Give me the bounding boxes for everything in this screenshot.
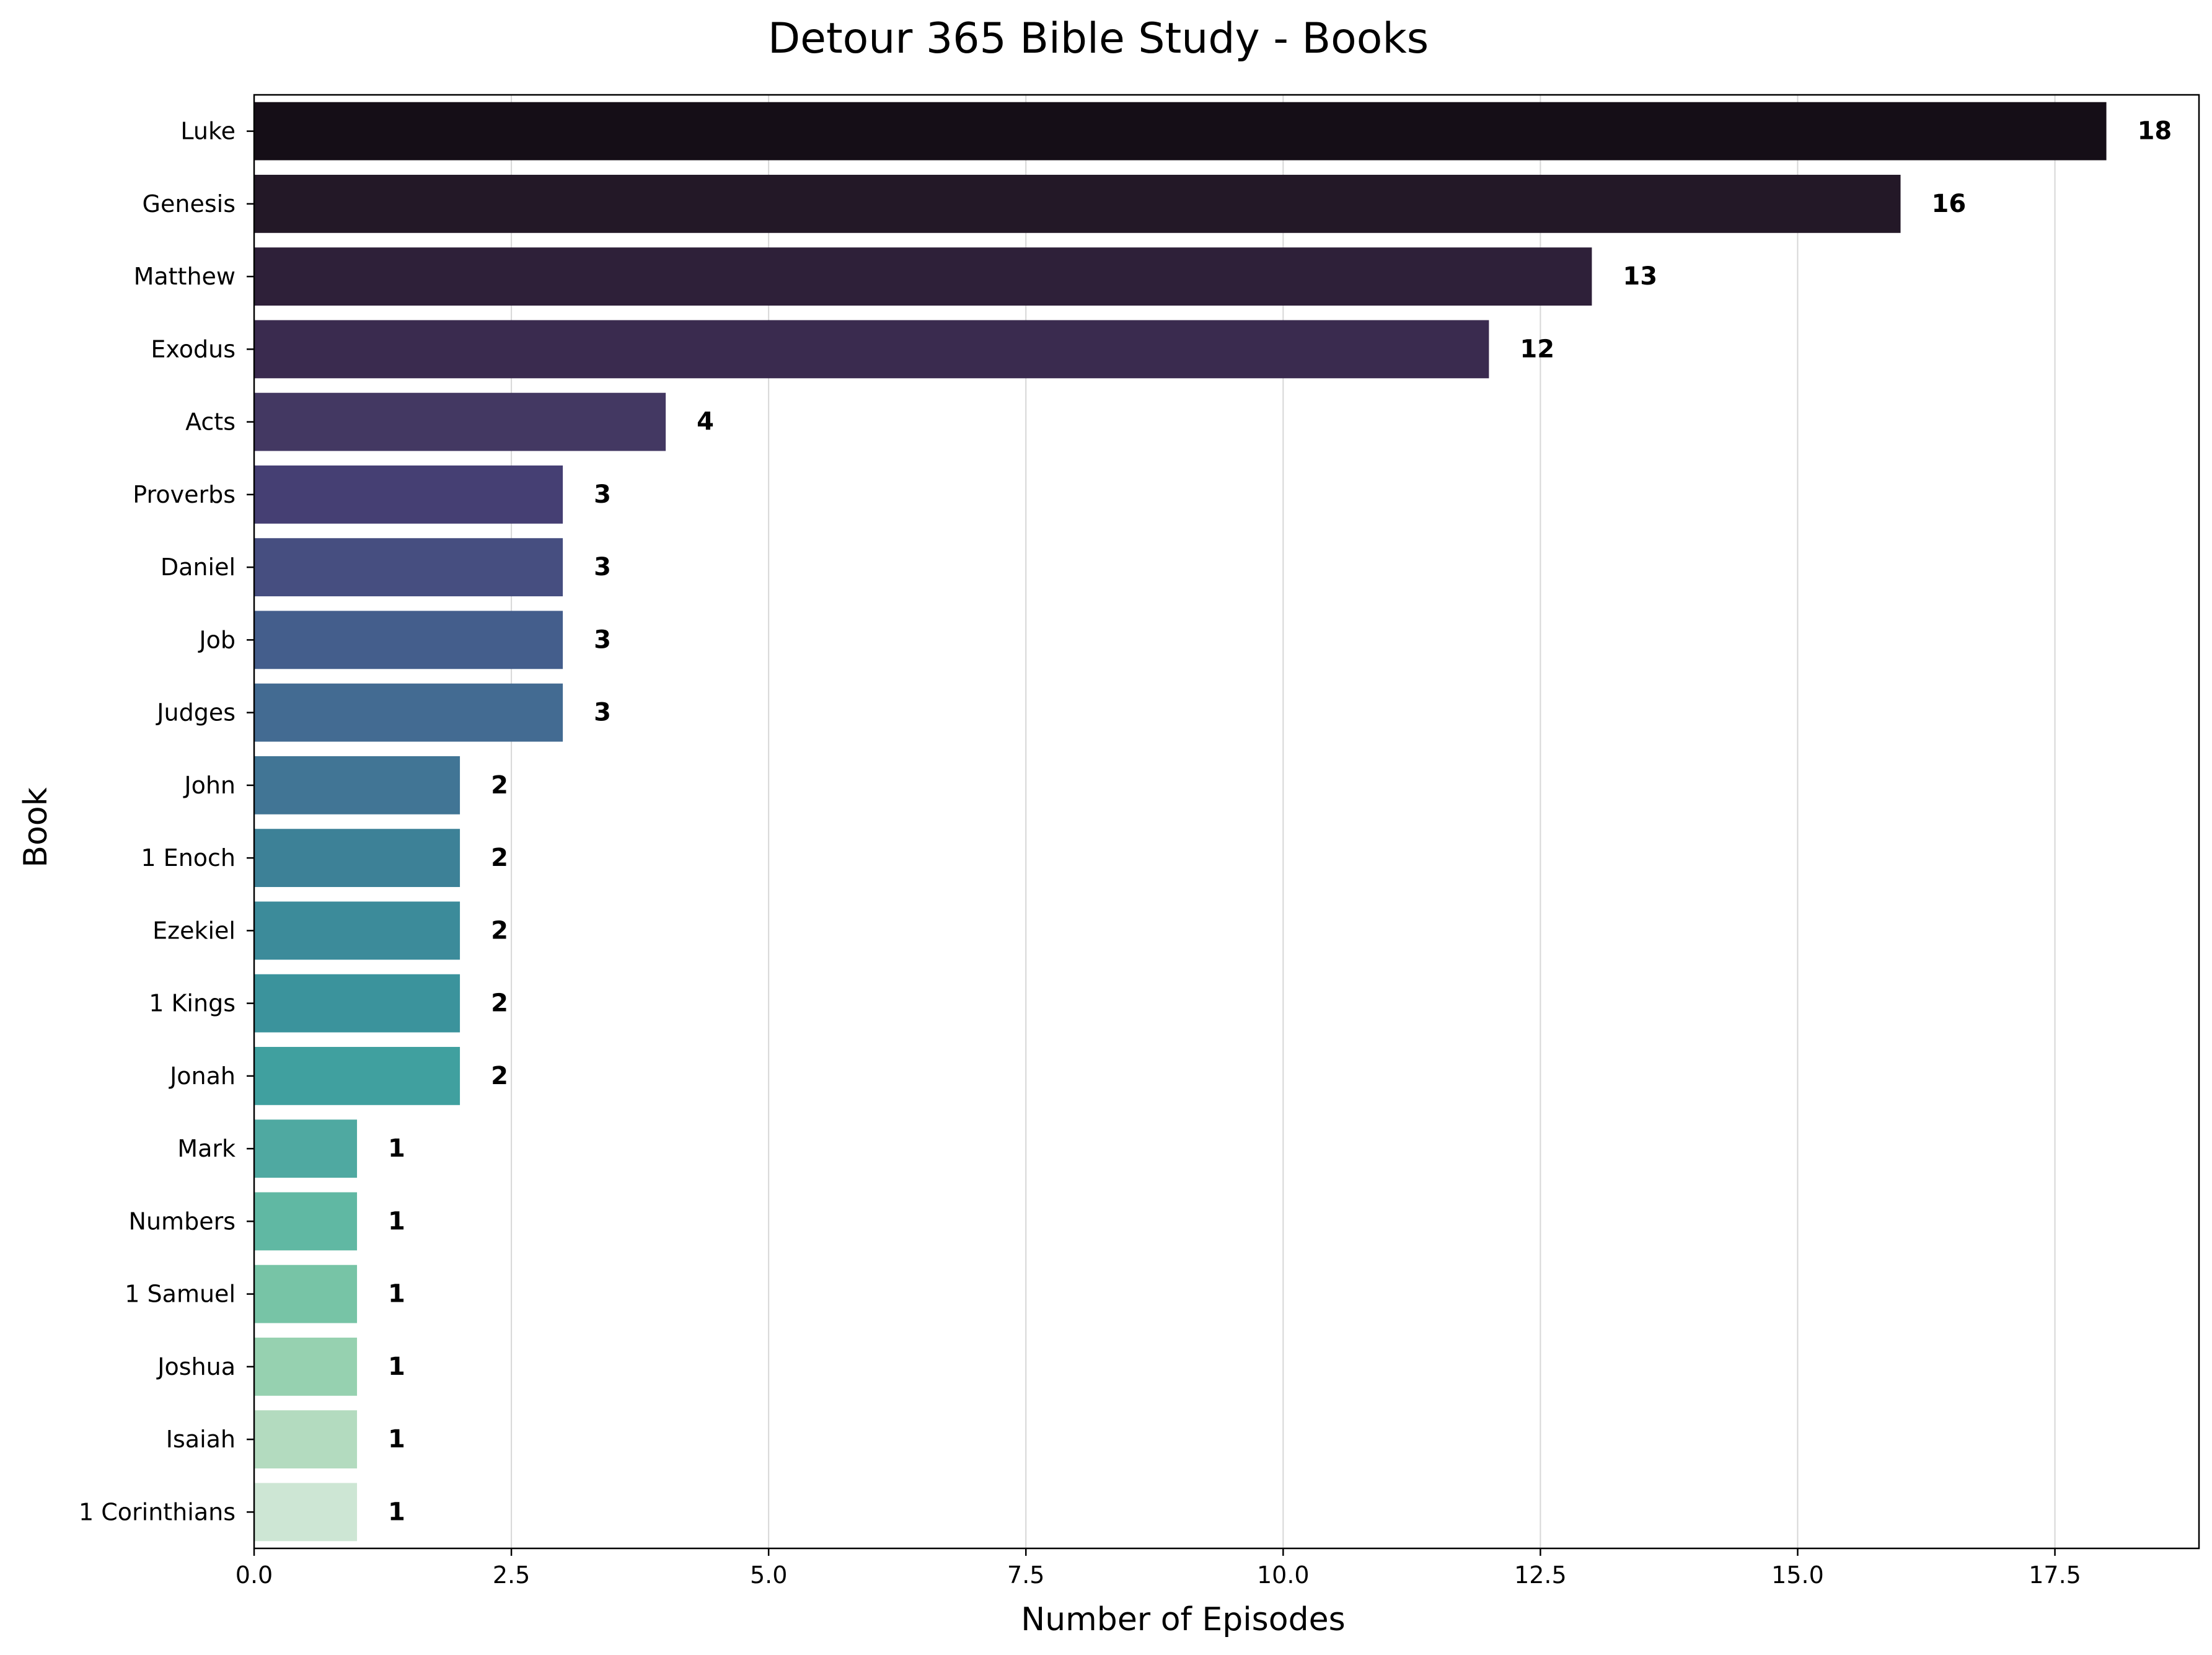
bar	[254, 611, 563, 669]
bar	[254, 102, 2107, 161]
y-tick-label: Job	[198, 626, 236, 653]
bar-value-label: 13	[1623, 262, 1657, 291]
y-tick-label: Ezekiel	[152, 917, 236, 944]
bar-value-label: 18	[2138, 117, 2172, 146]
y-tick-label: Joshua	[156, 1353, 236, 1380]
bar	[254, 465, 563, 524]
x-tick-label: 5.0	[750, 1561, 787, 1589]
y-tick-label: Isaiah	[166, 1426, 236, 1453]
bar-value-label: 2	[491, 771, 508, 800]
bar	[254, 683, 563, 742]
bars	[254, 102, 2107, 1542]
bar-value-label: 1	[388, 1498, 405, 1526]
plot-frame	[253, 94, 2200, 1550]
y-axis-label: Book	[17, 787, 55, 867]
bar	[254, 247, 1592, 306]
bar	[254, 1264, 358, 1323]
x-tick-label: 7.5	[1007, 1561, 1044, 1589]
bar-value-label: 3	[594, 480, 611, 509]
x-tick-label: 0.0	[236, 1561, 273, 1589]
bar	[254, 392, 666, 451]
bar-value-label: 2	[491, 844, 508, 872]
bar-value-label: 1	[388, 1207, 405, 1235]
bar-value-label: 3	[594, 553, 611, 581]
y-tick-label: Acts	[185, 408, 236, 436]
y-tick-label: John	[183, 772, 236, 799]
bar	[254, 1046, 460, 1105]
y-tick-label: Genesis	[143, 190, 236, 218]
bar-value-label: 16	[1932, 190, 1967, 218]
bar-value-label: 1	[388, 1134, 405, 1163]
x-tick-label: 2.5	[493, 1561, 530, 1589]
y-tick-label: Numbers	[129, 1207, 236, 1235]
x-tick-label: 15.0	[1771, 1561, 1824, 1589]
chart-title: Detour 365 Bible Study - Books	[768, 14, 1429, 63]
y-tick-label: Jonah	[169, 1062, 236, 1090]
y-tick-label: Daniel	[161, 554, 236, 581]
bar	[254, 320, 1489, 379]
x-axis-label: Number of Episodes	[1021, 1601, 1345, 1638]
bar	[254, 1410, 358, 1469]
value-labels: 18 16 13 12 4 3 3 3 3 2 2 2 2 2 1 1 1 1 1 1	[388, 117, 2172, 1527]
x-tick-label: 10.0	[1257, 1561, 1310, 1589]
y-tick-label: 1 Corinthians	[79, 1498, 236, 1525]
y-tick-label: Exodus	[151, 335, 236, 363]
bar	[254, 1337, 358, 1396]
bar-value-label: 1	[388, 1425, 405, 1454]
y-tick-label: 1 Enoch	[141, 844, 236, 872]
bar-value-label: 1	[388, 1353, 405, 1381]
y-tick-label: Matthew	[134, 263, 236, 290]
bar-value-label: 3	[594, 699, 611, 727]
y-tick-label: Judges	[156, 699, 236, 726]
y-axis-ticks: Luke Genesis Matthew Exodus Acts Proverbs Dani…	[79, 118, 254, 1525]
x-tick-label: 12.5	[1514, 1561, 1567, 1589]
bar	[254, 1192, 358, 1251]
bar	[254, 538, 563, 597]
bar	[254, 756, 460, 814]
bar	[254, 974, 460, 1033]
y-tick-label: Mark	[177, 1135, 236, 1162]
bar	[254, 174, 1901, 233]
y-tick-label: 1 Kings	[149, 990, 236, 1017]
bar-value-label: 3	[594, 625, 611, 654]
y-tick-label: 1 Samuel	[125, 1281, 236, 1308]
bar	[254, 1119, 358, 1178]
y-tick-label: Proverbs	[133, 481, 236, 508]
bar-value-label: 1	[388, 1280, 405, 1309]
bar-value-label: 12	[1520, 335, 1554, 363]
bar	[254, 1483, 358, 1542]
x-axis-ticks: 0.0 2.5 5.0 7.5 10.0 12.5 15.0 17.5	[236, 1548, 2081, 1589]
bar-value-label: 2	[491, 989, 508, 1018]
bar-value-label: 2	[491, 1062, 508, 1090]
bar	[254, 901, 460, 960]
bar-value-label: 4	[697, 408, 714, 436]
y-tick-label: Luke	[180, 118, 236, 145]
bar-value-label: 2	[491, 916, 508, 945]
bar	[254, 829, 460, 888]
x-tick-label: 17.5	[2029, 1561, 2081, 1589]
